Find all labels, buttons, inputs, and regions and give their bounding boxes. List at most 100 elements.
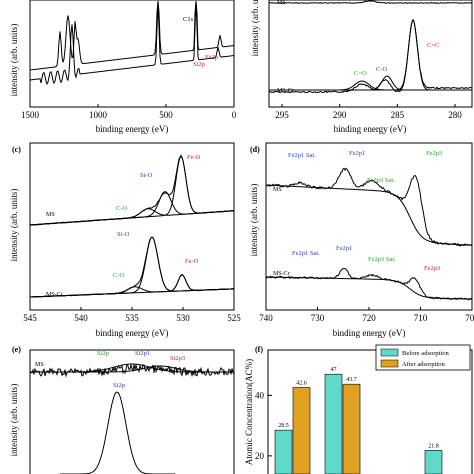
panel-c-fit-feo-mscr bbox=[30, 274, 235, 298]
panel-d-x-tick-label: 740 bbox=[259, 313, 273, 323]
panel-d-x-tick-label: 730 bbox=[311, 313, 325, 323]
panel-b-x-tick-label: 295 bbox=[275, 110, 289, 120]
panel-c-x-tick-label: 530 bbox=[176, 313, 190, 323]
panel-e-annot-si2p-blue: Si2p bbox=[113, 382, 125, 389]
panel-c-x-tick-label: 535 bbox=[125, 313, 139, 323]
panel-d-sample-ms: MS bbox=[273, 187, 282, 193]
panel-d-frame bbox=[265, 142, 473, 311]
panel-b-x-ticks: 295 290 285 280 bbox=[275, 104, 462, 120]
panel-d-xlabel: binding energy (eV) bbox=[333, 328, 406, 338]
panel-d-annot-fe2p3sat-ms: Fe2p3 Sat. bbox=[367, 177, 395, 184]
panel-d-annot-fe2p1-ms: Fe2p1 bbox=[349, 150, 365, 157]
panel-c-annot-sio-mscr: Si-O bbox=[117, 231, 130, 238]
panel-a-x-tick-label: 1500 bbox=[21, 110, 40, 120]
panel-b-x-tick-label: 290 bbox=[333, 110, 347, 120]
panel-d-x-tick-label: 710 bbox=[414, 313, 428, 323]
panel-b-spectrum-mscr bbox=[268, 18, 473, 94]
panel-f-bar bbox=[324, 373, 343, 474]
panel-e: (e) MS Si2p Si2p1 Si2p3 Si2p intensity (… bbox=[9, 345, 235, 474]
panel-b-annot-cc: C=C bbox=[427, 42, 439, 49]
panel-c-label: (c) bbox=[12, 145, 21, 154]
panel-a-spectrum-ms bbox=[29, 0, 235, 71]
panel-b-xlabel: binding energy (eV) bbox=[334, 124, 407, 134]
panel-d-label: (d) bbox=[250, 145, 260, 154]
panel-b-annot-c2o: C=O bbox=[354, 70, 367, 77]
panel-f-legend-swatch-after bbox=[380, 359, 399, 368]
panel-f-frame bbox=[267, 349, 473, 474]
panel-c-annot-feo-ms: Fe-O bbox=[187, 154, 201, 161]
panel-e-label: (e) bbox=[12, 345, 21, 354]
panel-f-bar-value-label: 43.7 bbox=[346, 377, 357, 383]
panel-d-annot-fe2p1-mscr: Fe2p1 bbox=[336, 245, 352, 252]
panel-a-x-tick-label: 0 bbox=[232, 110, 237, 120]
panel-c-spectrum-mscr bbox=[29, 236, 235, 298]
panel-d-ylabel: intensity (arb. units) bbox=[249, 184, 259, 257]
panel-c-sample-mscr: MS-Cr bbox=[46, 292, 63, 298]
panel-e-annot-si2p1: Si2p1 bbox=[135, 350, 150, 357]
panel-a-frame bbox=[29, 0, 235, 108]
panel-d-annot-fe2p1sat-mscr: Fe2p1 Sat. bbox=[292, 250, 320, 257]
panel-f: (f) 28.5 47 21.8 42.6 43.7 40 20 Atomic Conce… bbox=[244, 344, 473, 474]
panel-d-background-ms bbox=[265, 184, 473, 246]
panel-b-frame bbox=[268, 0, 473, 108]
panel-d-annot-fe2p1sat-ms: Fe2p1 Sat. bbox=[288, 152, 316, 159]
panel-f-bar bbox=[342, 383, 361, 474]
panel-c-x-tick-label: 545 bbox=[23, 313, 37, 323]
panel-d-x-tick-label: 720 bbox=[362, 313, 376, 323]
panel-a-spectrum-mscr bbox=[29, 0, 235, 86]
panel-e-annot-si2p3: Si2p3 bbox=[170, 355, 185, 362]
panel-c-annot-sio-ms: Si-O bbox=[140, 172, 153, 179]
panel-b-x-tick-label: 280 bbox=[448, 110, 462, 120]
panel-a-annot-c1s: C1s bbox=[183, 16, 194, 23]
panel-d-annot-fe2p3-ms: Fe2p3 bbox=[426, 150, 442, 157]
panel-e-frame bbox=[29, 349, 235, 474]
panel-a-xlabel: binding energy (eV) bbox=[96, 124, 169, 134]
panel-a-annot-si2p: Si2p bbox=[193, 61, 205, 68]
panel-e-annot-si2p-green: Si2p bbox=[97, 350, 109, 357]
panel-e-sample-ms: MS bbox=[35, 362, 44, 368]
panel-f-legend-swatch-before bbox=[380, 348, 399, 357]
panel-c-x-tick-label: 540 bbox=[74, 313, 88, 323]
panel-d-annot-fe2p3-mscr: Fe2p3 bbox=[424, 265, 440, 272]
panel-a-annot-fe2p: Fe2p bbox=[205, 54, 218, 61]
panel-b-x-tick-label: 285 bbox=[391, 110, 405, 120]
panel-d-x-tick-label: 700 bbox=[465, 313, 474, 323]
panel-a-x-tick-label: 500 bbox=[159, 110, 173, 120]
panel-f-legend-before: Before adsorption bbox=[402, 350, 450, 357]
panel-b-sample-ms: MS bbox=[277, 0, 286, 6]
panel-f-y-ticks: 40 20 bbox=[255, 390, 272, 461]
panel-b-spectrum-ms bbox=[268, 0, 473, 5]
panel-a-ylabel: intensity (arb. units) bbox=[9, 24, 19, 97]
panel-c-sample-ms: MS bbox=[46, 212, 55, 218]
panel-b-fit-c2o bbox=[269, 80, 472, 91]
panel-b-annot-co: C-O bbox=[376, 66, 388, 73]
panel-f-bar-value-label: 42.6 bbox=[296, 381, 307, 387]
panel-b-sample-mscr: MS-Cr bbox=[277, 88, 294, 94]
panel-a-x-ticks: 1500 1000 500 0 bbox=[21, 104, 237, 120]
panel-f-bar bbox=[274, 429, 293, 474]
panel-b-ylabel: intensity (arb. units) bbox=[250, 0, 260, 56]
panel-e-fit-si2p3 bbox=[30, 365, 234, 373]
panel-d-x-ticks: 740 730 720 710 700 bbox=[259, 307, 474, 323]
panel-e-peak-si2p bbox=[60, 391, 175, 474]
panel-f-ylabel: Atomic Concentration(AC%) bbox=[244, 359, 254, 465]
panel-c-frame bbox=[29, 142, 235, 311]
panel-a-x-tick-label: 1000 bbox=[89, 110, 108, 120]
panel-c-fit-co-ms bbox=[29, 208, 235, 226]
panel-f-y-tick-label: 40 bbox=[255, 390, 265, 400]
panel-c-fit-sio-mscr bbox=[30, 236, 235, 298]
panel-f-bar bbox=[292, 387, 311, 474]
panel-d-background-mscr bbox=[266, 276, 472, 300]
panel-e-ylabel: intensity (arb. units) bbox=[9, 384, 19, 457]
panel-c-fit-feo-ms bbox=[29, 155, 235, 226]
panel-b-fit-cc bbox=[269, 19, 472, 91]
panel-f-label: (f) bbox=[255, 345, 263, 354]
panel-c-annot-co-ms: C-O bbox=[116, 205, 128, 212]
panel-c-spectrum-ms bbox=[29, 154, 235, 226]
panel-c-x-ticks: 545 540 535 530 525 bbox=[23, 307, 241, 323]
panel-c-x-tick-label: 525 bbox=[227, 313, 241, 323]
panel-c-annot-feo-mscr: Fe-O bbox=[185, 258, 199, 265]
panel-f-legend-after: After adsorption bbox=[402, 361, 446, 368]
panel-f-y-tick-label: 20 bbox=[255, 451, 265, 461]
